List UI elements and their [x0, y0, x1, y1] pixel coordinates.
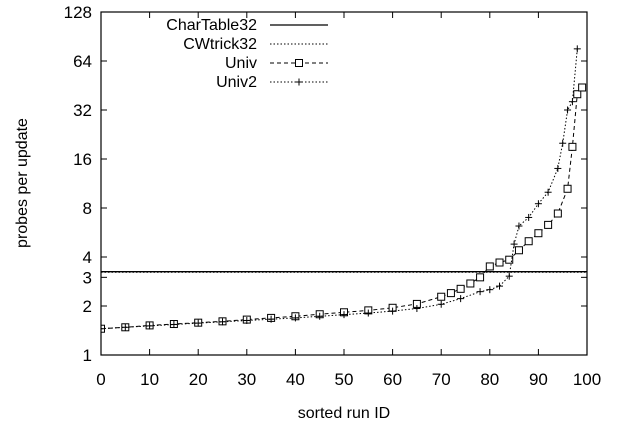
data-point	[267, 315, 275, 323]
data-point	[559, 139, 567, 147]
data-point	[505, 255, 514, 264]
y-tick-label: 8	[83, 199, 92, 218]
data-point	[364, 309, 372, 317]
legend: CharTable32 CWtrick32 Univ Univ2	[166, 17, 328, 91]
x-tick-label: 80	[480, 370, 499, 389]
x-tick-label: 30	[237, 370, 256, 389]
series-line	[101, 87, 583, 330]
data-point	[544, 220, 553, 229]
data-point	[340, 311, 348, 319]
data-point	[564, 106, 572, 114]
data-point	[466, 279, 475, 288]
data-point	[413, 305, 421, 313]
data-point	[573, 90, 582, 99]
data-point	[515, 222, 523, 230]
plot-frame	[100, 11, 588, 356]
y-tick-label: 1	[83, 346, 92, 365]
data-point	[544, 188, 552, 196]
data-point	[568, 98, 576, 106]
legend-marker	[295, 59, 303, 67]
y-tick-label: 128	[64, 3, 92, 22]
data-point	[485, 262, 494, 271]
x-tick-label: 0	[96, 370, 105, 389]
data-point	[243, 316, 251, 324]
data-point	[170, 320, 178, 328]
data-point	[578, 83, 587, 92]
data-point	[514, 246, 523, 255]
data-point	[554, 164, 562, 172]
x-tick-label: 40	[286, 370, 305, 389]
data-point	[510, 240, 518, 248]
data-point	[437, 292, 446, 301]
data-point	[194, 319, 202, 327]
legend-label: Univ2	[216, 74, 257, 91]
y-tick-label: 16	[73, 150, 92, 169]
legend-label: Univ	[225, 55, 257, 72]
data-point	[476, 288, 484, 296]
data-point	[505, 272, 513, 280]
data-point	[534, 200, 542, 208]
y-tick-label: 4	[83, 248, 92, 267]
series-Univ2	[101, 45, 581, 333]
x-axis-title: sorted run ID	[298, 405, 390, 422]
data-point	[101, 325, 105, 333]
data-point	[534, 229, 543, 238]
legend-label: CWtrick32	[183, 36, 257, 53]
legend-label: CharTable32	[166, 17, 257, 34]
y-axis-title: probes per update	[14, 118, 31, 248]
axes-layer: 0 10 20 30 40 50 60 70 80 90 100 1 2 34 8 16 32 64 128	[64, 3, 602, 389]
data-point	[146, 322, 154, 330]
series-layer	[101, 45, 587, 333]
data-point	[553, 209, 562, 218]
data-point	[291, 314, 299, 322]
x-tick-label: 50	[335, 370, 354, 389]
data-point	[495, 258, 504, 267]
data-point	[486, 286, 494, 294]
y-tick-label: 64	[73, 52, 92, 71]
legend-item: Univ2	[216, 74, 328, 91]
data-point	[389, 307, 397, 315]
data-point	[446, 289, 455, 298]
series-Univ	[101, 83, 587, 333]
data-point	[568, 142, 577, 151]
x-tick-label: 20	[189, 370, 208, 389]
data-point	[496, 282, 504, 290]
data-point	[476, 273, 485, 282]
data-point	[563, 184, 572, 193]
y-tick-label: 2	[83, 297, 92, 316]
x-tick-label: 90	[529, 370, 548, 389]
data-point	[573, 45, 581, 53]
data-point	[316, 312, 324, 320]
legend-marker	[295, 78, 303, 86]
x-tick-label: 70	[432, 370, 451, 389]
legend-item: CWtrick32	[183, 36, 328, 53]
x-tick-label: 60	[383, 370, 402, 389]
data-point	[121, 323, 129, 331]
data-point	[457, 295, 465, 303]
data-point	[456, 284, 465, 293]
data-point	[219, 318, 226, 326]
y-tick-label: 3	[83, 268, 92, 287]
data-point	[524, 237, 533, 246]
data-point	[437, 300, 445, 308]
legend-item: Univ	[225, 55, 328, 72]
x-tick-label: 10	[140, 370, 159, 389]
series-line	[101, 48, 578, 330]
data-point	[525, 213, 533, 221]
x-tick-label: 100	[573, 370, 601, 389]
y-tick-label: 32	[73, 101, 92, 120]
legend-item: CharTable32	[166, 17, 328, 34]
